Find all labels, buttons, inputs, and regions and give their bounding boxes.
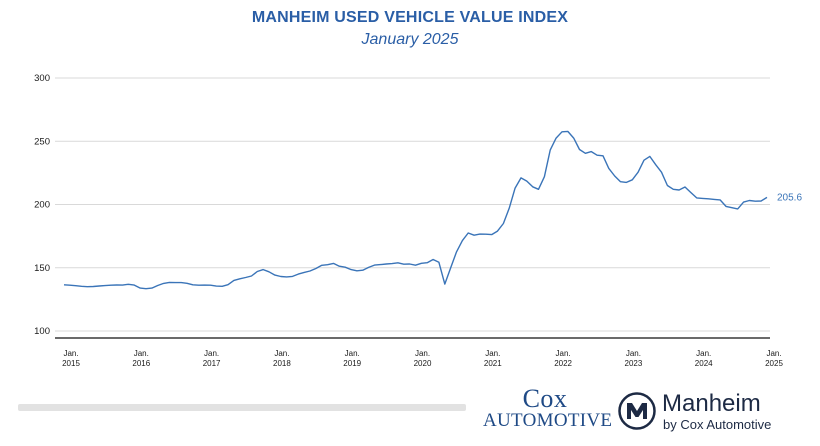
y-tick-label-150: 150: [34, 263, 50, 274]
manheim-m-icon: [618, 392, 656, 430]
x-tick-2023: Jan.2023: [625, 349, 643, 368]
x-tick-label-year: 2023: [625, 359, 643, 368]
x-tick-label-month: Jan.: [345, 349, 360, 358]
x-tick-label-month: Jan.: [766, 349, 781, 358]
x-tick-label-month: Jan.: [134, 349, 149, 358]
x-tick-2024: Jan.2024: [695, 349, 713, 368]
series-layer: [63, 130, 768, 290]
chart-subtitle: January 2025: [361, 31, 459, 48]
x-tick-label-month: Jan.: [696, 349, 711, 358]
x-tick-label-month: Jan.: [556, 349, 571, 358]
x-tick-2022: Jan.2022: [554, 349, 572, 368]
x-tick-label-month: Jan.: [63, 349, 78, 358]
manheim-logo-subtitle: by Cox Automotive: [663, 417, 772, 432]
x-tick-label-year: 2017: [203, 359, 221, 368]
x-tick-2020: Jan.2020: [414, 349, 432, 368]
horizontal-scrollbar[interactable]: [18, 404, 466, 411]
grid-lines: [55, 77, 770, 332]
y-tick-label-300: 300: [34, 73, 50, 84]
y-tick-label-250: 250: [34, 136, 50, 147]
y-tick-label-200: 200: [34, 200, 50, 211]
series-line-0: [63, 130, 768, 290]
x-tick-label-year: 2021: [484, 359, 502, 368]
x-tick-label-year: 2019: [343, 359, 361, 368]
x-tick-label-month: Jan.: [485, 349, 500, 358]
x-tick-label-year: 2018: [273, 359, 291, 368]
x-tick-2018: Jan.2018: [273, 349, 291, 368]
x-tick-label-year: 2016: [132, 359, 150, 368]
x-tick-label-year: 2024: [695, 359, 713, 368]
x-tick-2019: Jan.2019: [343, 349, 361, 368]
cox-logo-line1: Cox: [522, 384, 568, 413]
cox-logo-line2: AUTOMOTIVE: [483, 410, 613, 431]
x-tick-2016: Jan.2016: [132, 349, 150, 368]
x-tick-label-month: Jan.: [626, 349, 641, 358]
manheim-logo: Manheim by Cox Automotive: [618, 390, 808, 434]
chart-title: MANHEIM USED VEHICLE VALUE INDEX: [251, 9, 569, 26]
x-tick-label-month: Jan.: [415, 349, 430, 358]
x-tick-label-year: 2020: [414, 359, 432, 368]
x-tick-2015: Jan.2015: [62, 349, 80, 368]
x-tick-label-year: 2025: [765, 359, 783, 368]
x-tick-label-month: Jan.: [274, 349, 289, 358]
x-tick-2017: Jan.2017: [203, 349, 221, 368]
y-tick-label-100: 100: [34, 326, 50, 337]
x-tick-2025: Jan.2025: [765, 349, 783, 368]
manheim-logo-name: Manheim: [662, 390, 761, 417]
x-tick-label-month: Jan.: [204, 349, 219, 358]
end-value-label: 205.6: [777, 192, 802, 203]
cox-automotive-logo: Cox AUTOMOTIVE: [483, 384, 613, 436]
x-tick-labels: Jan.2015Jan.2016Jan.2017Jan.2018Jan.2019…: [62, 349, 783, 368]
x-tick-2021: Jan.2021: [484, 349, 502, 368]
x-tick-label-year: 2022: [554, 359, 572, 368]
x-tick-label-year: 2015: [62, 359, 80, 368]
y-tick-labels: 100 150 200 250 300: [34, 73, 50, 337]
